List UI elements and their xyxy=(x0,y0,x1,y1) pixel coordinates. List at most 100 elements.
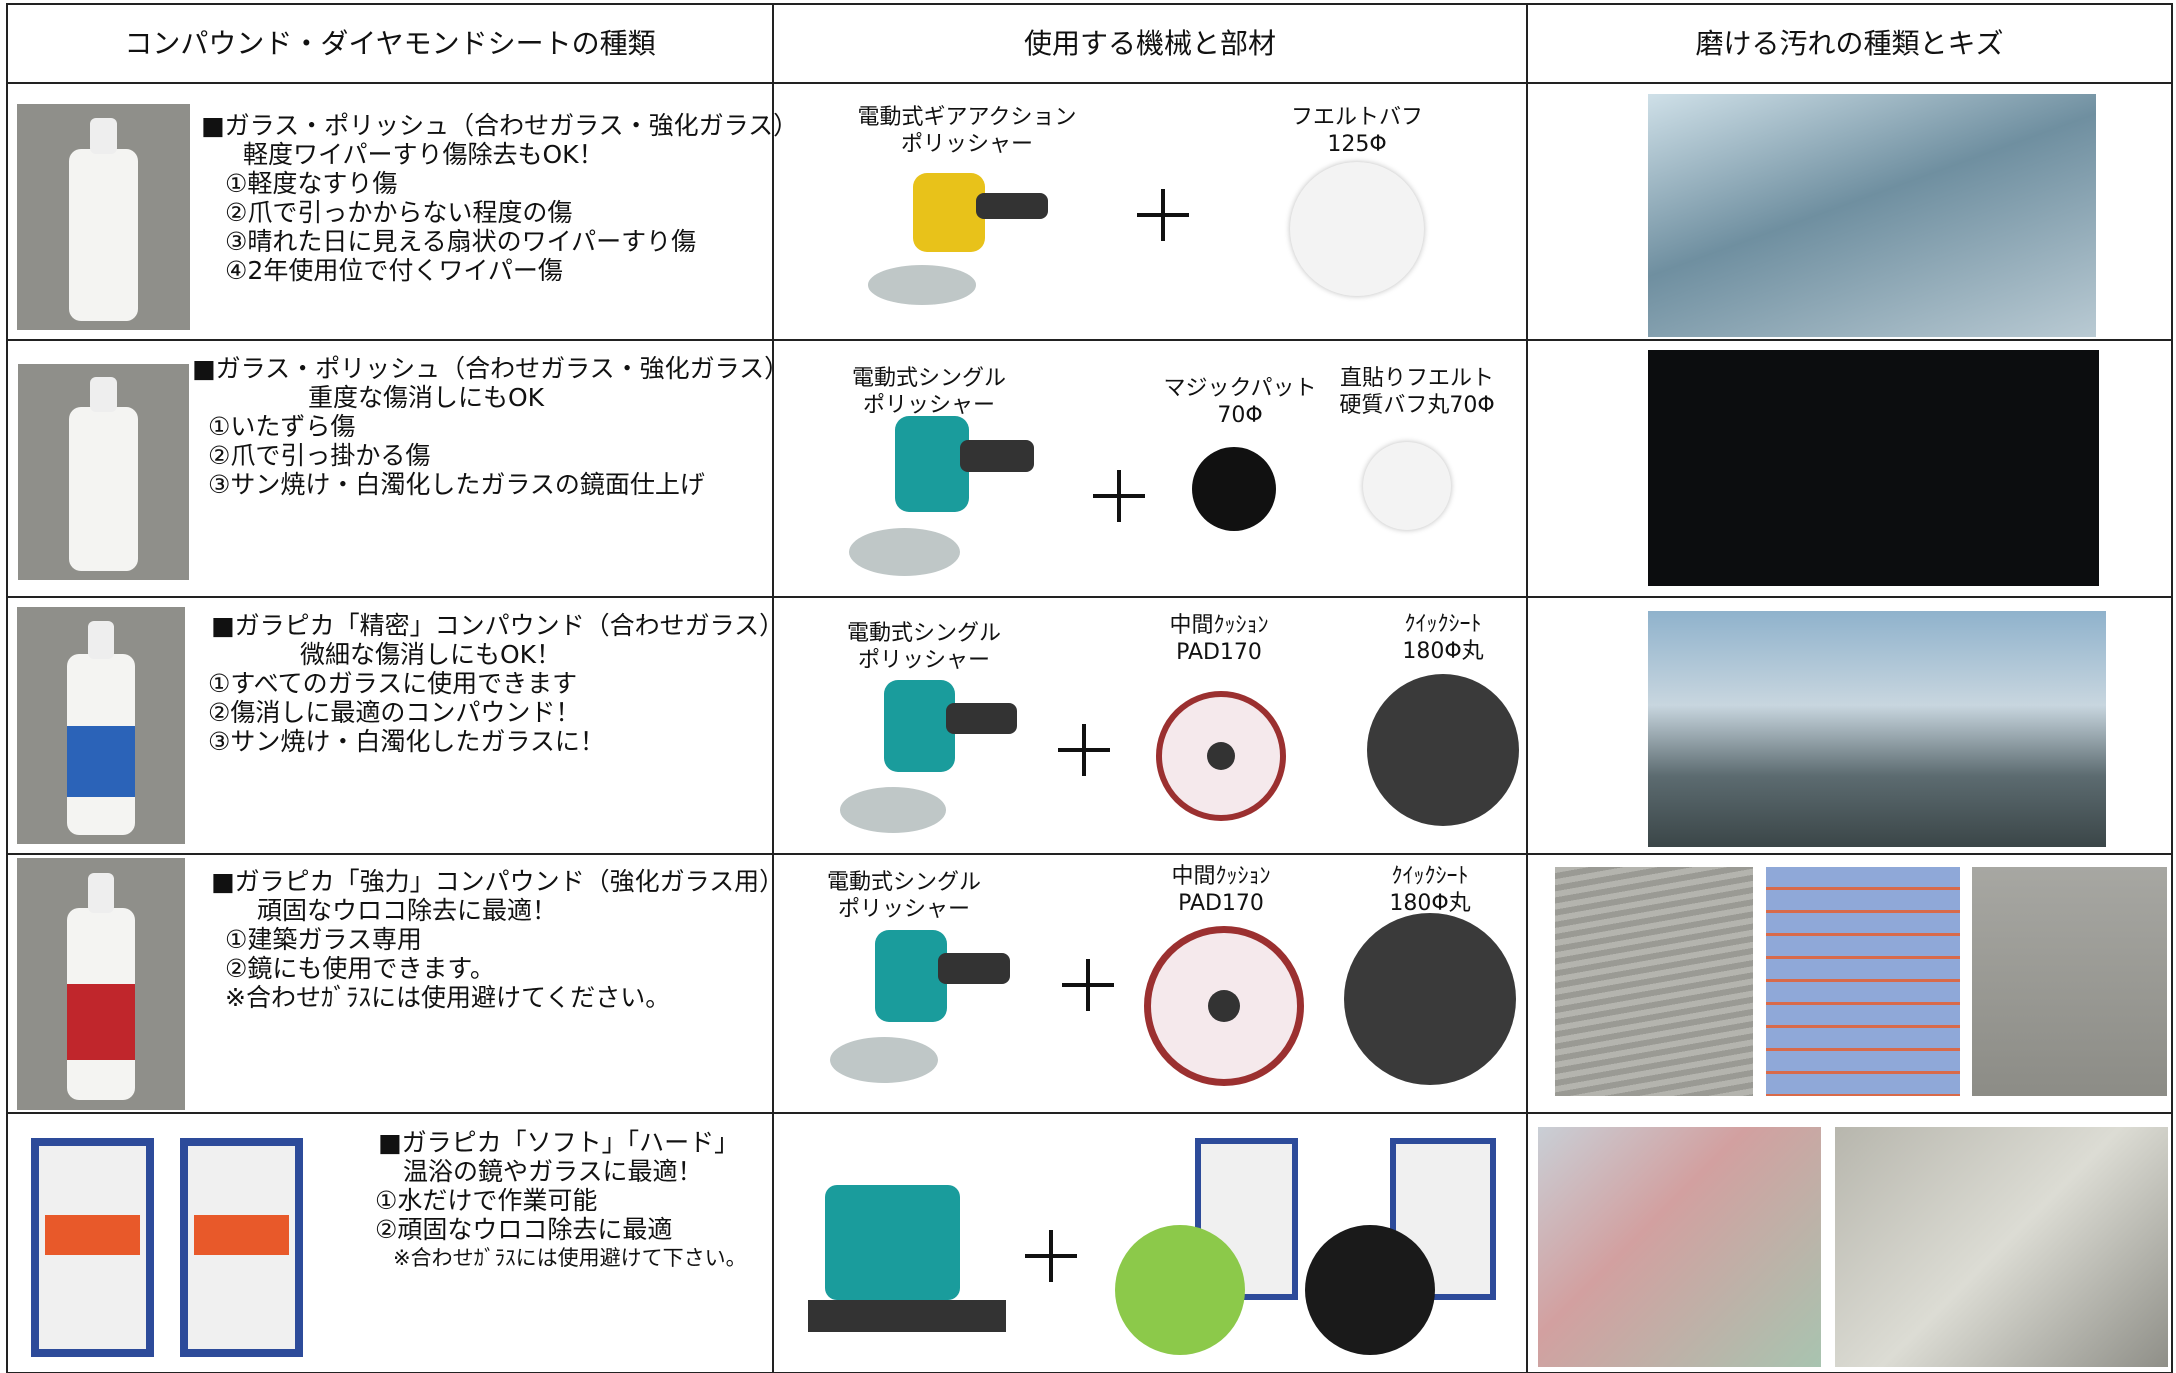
tool-label: 70Φ xyxy=(1217,403,1263,428)
description-line: ②鏡にも使用できます。 xyxy=(225,954,495,983)
tool-label: 電動式シングル xyxy=(846,621,1002,646)
polisher-handle xyxy=(976,192,1048,220)
description-line: ①水だけで作業可能 xyxy=(375,1186,598,1215)
quick-sheet xyxy=(1367,674,1519,826)
tool-label: 125Φ xyxy=(1327,132,1387,157)
cushion-pad xyxy=(1156,691,1286,821)
photo xyxy=(1648,611,2106,847)
polisher-pad xyxy=(849,528,960,576)
photo xyxy=(1972,867,2167,1096)
polisher-pad xyxy=(840,787,947,833)
photo xyxy=(1648,94,2096,337)
pad-hole xyxy=(1208,990,1240,1022)
sander-base xyxy=(808,1300,1006,1332)
column-header: コンパウンド・ダイヤモンドシートの種類 xyxy=(124,27,656,60)
description-line: 温浴の鏡やガラスに最適！ xyxy=(403,1157,703,1186)
polisher-body xyxy=(895,416,970,512)
plus-sign xyxy=(1082,724,1086,776)
polisher-body xyxy=(884,680,956,772)
felt-buff xyxy=(1363,442,1451,530)
description-line: ※合わせｶﾞﾗｽには使用避けて下さい。 xyxy=(393,1246,747,1270)
bottle xyxy=(69,407,138,572)
tool-label: フエルトバフ xyxy=(1290,105,1424,130)
column-header: 使用する機械と部材 xyxy=(1023,27,1276,60)
tool-label: 電動式シングル xyxy=(851,366,1007,391)
description-line: ①建築ガラス専用 xyxy=(225,925,422,954)
tool-label: PAD170 xyxy=(1176,640,1262,665)
description-line: ■ガラス・ポリッシュ（合わせガラス・強化ガラス） xyxy=(192,354,790,383)
table-border xyxy=(1526,4,1528,1373)
bottle-cap xyxy=(89,117,118,154)
tool-label: ｸｲｯｸｼｰﾄ xyxy=(1404,612,1482,637)
description-line: ④2年使用位で付くワイパー傷 xyxy=(225,256,563,285)
table-border xyxy=(6,596,2173,598)
table-border xyxy=(2171,4,2173,1373)
table-border xyxy=(772,4,774,1373)
description-line: 微細な傷消しにもOK！ xyxy=(300,640,562,669)
description-line: 軽度ワイパーすり傷除去もOK！ xyxy=(243,140,604,169)
tool-label: ポリッシャー xyxy=(900,132,1034,157)
package-logo xyxy=(45,1215,140,1255)
description-line: ■ガラス・ポリッシュ（合わせガラス・強化ガラス） xyxy=(201,111,799,140)
table-border xyxy=(6,853,2173,855)
photo xyxy=(1648,350,2099,586)
description-line: 重度な傷消しにもOK xyxy=(308,383,545,412)
diamond-sheet xyxy=(1115,1225,1245,1355)
tool-label: 電動式ギアアクション xyxy=(857,105,1077,130)
tool-label: 180Φ丸 xyxy=(1402,639,1484,664)
plus-sign xyxy=(1117,470,1121,522)
bottle-cap xyxy=(87,621,115,660)
tool-label: 中間ｸｯｼｮﾝ xyxy=(1171,864,1271,889)
tool-label: ポリッシャー xyxy=(857,648,991,673)
magic-pad xyxy=(1192,447,1276,531)
description-line: ②爪で引っかからない程度の傷 xyxy=(225,198,573,227)
polisher-handle xyxy=(946,702,1017,734)
package-logo xyxy=(194,1215,289,1255)
table-border xyxy=(6,3,2173,5)
package xyxy=(1195,1138,1298,1300)
photo xyxy=(1538,1127,1821,1367)
column-header: 磨ける汚れの種類とキズ xyxy=(1695,27,2004,60)
photo xyxy=(1555,867,1753,1096)
polisher-pad xyxy=(868,265,976,305)
description-line: ※合わせｶﾞﾗｽには使用避けてください。 xyxy=(225,983,671,1012)
plus-sign xyxy=(1086,959,1090,1011)
plus-sign xyxy=(1161,189,1165,241)
description-line: ②爪で引っ掛かる傷 xyxy=(208,441,431,470)
bottle-label xyxy=(67,725,135,797)
tool-label: 電動式シングル xyxy=(826,870,982,895)
bottle-cap xyxy=(89,376,118,412)
description-line: ①軽度なすり傷 xyxy=(225,169,398,198)
quick-sheet xyxy=(1344,913,1516,1085)
felt-buff xyxy=(1290,162,1424,296)
plus-sign xyxy=(1049,1230,1053,1282)
tool-label: PAD170 xyxy=(1178,891,1264,916)
polisher-body xyxy=(913,173,985,253)
description-line: ②頑固なウロコ除去に最適 xyxy=(375,1215,673,1244)
tool-label: ポリッシャー xyxy=(837,897,971,922)
sander xyxy=(825,1185,960,1300)
tool-label: 中間ｸｯｼｮﾝ xyxy=(1169,613,1269,638)
bottle xyxy=(68,149,139,321)
tool-label: 180Φ丸 xyxy=(1389,891,1471,916)
description-line: ②傷消しに最適のコンパウンド！ xyxy=(208,698,581,727)
description-line: ■ガラピカ「ソフト」「ハード」 xyxy=(378,1128,740,1157)
description-line: ■ガラピカ「精密」コンパウンド（合わせガラス） xyxy=(211,611,785,640)
polisher-body xyxy=(875,930,947,1022)
description-line: 頑固なウロコ除去に最適！ xyxy=(257,896,558,925)
diamond-sheet xyxy=(1305,1225,1435,1355)
tool-label: 直貼りフエルト xyxy=(1339,366,1495,391)
description-line: ■ガラピカ「強力」コンパウンド（強化ガラス用） xyxy=(211,867,785,896)
tool-label: 硬質バフ丸70Φ xyxy=(1339,393,1495,418)
bottle-cap xyxy=(87,873,115,914)
description-line: ①いたずら傷 xyxy=(208,412,356,441)
description-line: ③晴れた日に見える扇状のワイパーすり傷 xyxy=(225,227,697,256)
table-border xyxy=(6,339,2173,341)
photo xyxy=(1766,867,1960,1096)
bottle-label xyxy=(67,984,135,1060)
description-line: ③サン焼け・白濁化したガラスの鏡面仕上げ xyxy=(208,470,705,499)
polisher-handle xyxy=(938,952,1010,984)
description-line: ①すべてのガラスに使用できます xyxy=(208,669,578,698)
table-border xyxy=(6,1112,2173,1114)
